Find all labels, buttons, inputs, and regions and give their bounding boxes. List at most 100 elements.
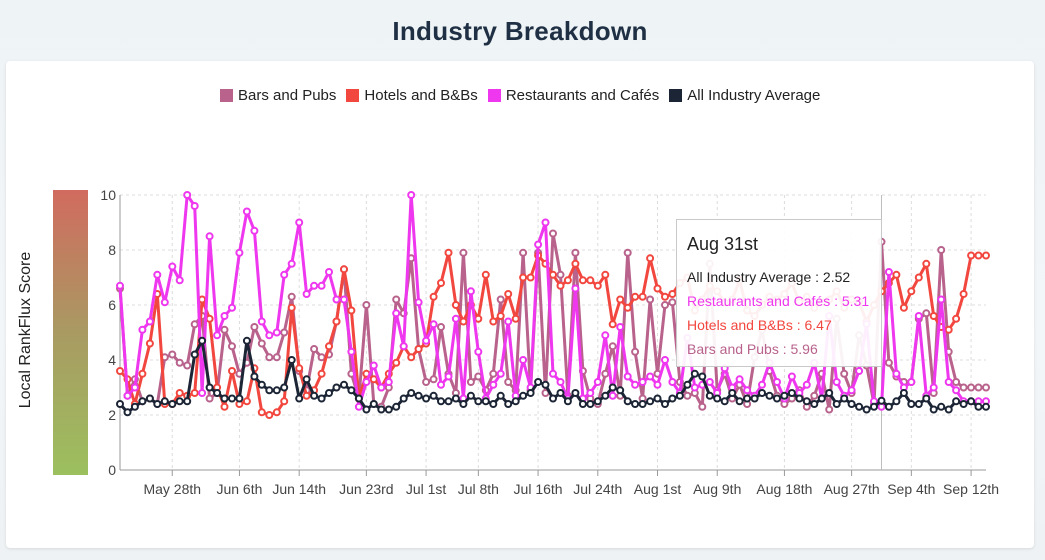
legend-item-hotels[interactable]: Hotels and B&Bs bbox=[346, 87, 478, 104]
data-point bbox=[787, 372, 796, 381]
data-point bbox=[646, 372, 655, 381]
data-point bbox=[959, 383, 968, 392]
data-point bbox=[601, 391, 610, 400]
data-point bbox=[929, 405, 938, 414]
data-point bbox=[601, 270, 610, 279]
data-point bbox=[504, 400, 513, 408]
data-point bbox=[160, 397, 169, 406]
data-point bbox=[459, 400, 468, 408]
data-point bbox=[153, 270, 162, 279]
legend-item-restaurants[interactable]: Restaurants and Cafés bbox=[487, 87, 659, 104]
data-point bbox=[354, 402, 363, 411]
data-point bbox=[369, 400, 378, 408]
data-point bbox=[287, 356, 296, 364]
data-point bbox=[690, 369, 699, 378]
y-tick-label: 4 bbox=[108, 352, 116, 368]
data-point bbox=[325, 389, 333, 397]
data-point bbox=[317, 353, 326, 362]
y-tick-label: 2 bbox=[108, 407, 116, 423]
data-point bbox=[758, 380, 766, 389]
score-color-scale bbox=[53, 190, 88, 475]
data-point bbox=[884, 358, 893, 367]
data-point bbox=[982, 402, 990, 411]
data-point bbox=[466, 287, 475, 296]
data-point bbox=[563, 276, 572, 285]
data-point bbox=[668, 378, 677, 386]
data-point bbox=[183, 191, 192, 199]
data-point bbox=[556, 281, 565, 290]
data-point bbox=[310, 345, 319, 353]
data-point bbox=[377, 405, 386, 414]
data-point bbox=[190, 389, 199, 397]
data-point bbox=[937, 246, 946, 254]
data-point bbox=[302, 290, 311, 298]
data-point bbox=[832, 378, 841, 386]
data-point bbox=[765, 391, 774, 400]
data-point bbox=[668, 394, 677, 403]
data-point bbox=[519, 248, 528, 257]
data-point bbox=[317, 394, 326, 403]
data-point bbox=[967, 383, 976, 392]
data-point bbox=[578, 400, 587, 408]
data-point bbox=[967, 397, 976, 406]
data-point bbox=[429, 292, 438, 301]
hover-tooltip: Aug 31st All Industry Average : 2.52 Res… bbox=[676, 219, 882, 367]
legend-label: All Industry Average bbox=[687, 86, 821, 104]
data-point bbox=[959, 290, 968, 298]
data-point bbox=[459, 248, 468, 257]
data-point bbox=[190, 350, 199, 359]
data-point bbox=[429, 320, 438, 329]
data-point bbox=[705, 391, 714, 400]
data-point bbox=[496, 369, 505, 378]
data-point bbox=[944, 378, 953, 386]
data-point bbox=[489, 400, 498, 408]
data-point bbox=[922, 259, 931, 268]
data-point bbox=[257, 317, 266, 326]
data-point bbox=[145, 339, 154, 348]
data-point bbox=[451, 301, 460, 309]
data-point bbox=[593, 397, 602, 406]
x-tick-label: Sep 4th bbox=[887, 481, 935, 497]
data-point bbox=[213, 389, 222, 397]
data-point bbox=[668, 298, 677, 307]
data-point bbox=[444, 248, 453, 257]
data-point bbox=[511, 397, 520, 406]
data-point bbox=[802, 380, 811, 389]
data-point bbox=[205, 394, 214, 403]
data-point bbox=[340, 380, 348, 389]
data-point bbox=[549, 270, 557, 279]
data-point bbox=[952, 378, 961, 386]
x-tick-label: Jun 6th bbox=[216, 481, 262, 497]
y-tick-label: 8 bbox=[108, 242, 116, 258]
data-point bbox=[198, 389, 207, 397]
data-point bbox=[855, 402, 864, 411]
data-point bbox=[280, 397, 289, 406]
data-point bbox=[332, 383, 341, 392]
data-point bbox=[593, 281, 602, 290]
data-point bbox=[750, 394, 759, 403]
data-point bbox=[593, 378, 602, 386]
data-point bbox=[795, 394, 804, 403]
data-point bbox=[474, 314, 483, 323]
data-point bbox=[130, 383, 139, 392]
data-point bbox=[257, 380, 266, 389]
data-point bbox=[608, 320, 617, 329]
data-point bbox=[661, 400, 669, 408]
data-point bbox=[310, 391, 319, 400]
data-point bbox=[116, 367, 124, 375]
data-point bbox=[675, 391, 684, 400]
data-point bbox=[668, 290, 677, 298]
data-point bbox=[429, 391, 438, 400]
tooltip-date: Aug 31st bbox=[687, 234, 759, 254]
legend-item-bars-and-pubs[interactable]: Bars and Pubs bbox=[220, 87, 336, 104]
chart-legend: Bars and Pubs Hotels and B&Bs Restaurant… bbox=[220, 85, 830, 105]
data-point bbox=[571, 259, 580, 268]
legend-item-all-industry-average[interactable]: All Industry Average bbox=[669, 87, 820, 104]
data-point bbox=[646, 397, 655, 406]
data-point bbox=[392, 358, 401, 367]
data-point bbox=[257, 339, 266, 348]
data-point bbox=[616, 386, 625, 395]
data-point bbox=[116, 281, 124, 290]
data-point bbox=[272, 386, 281, 395]
